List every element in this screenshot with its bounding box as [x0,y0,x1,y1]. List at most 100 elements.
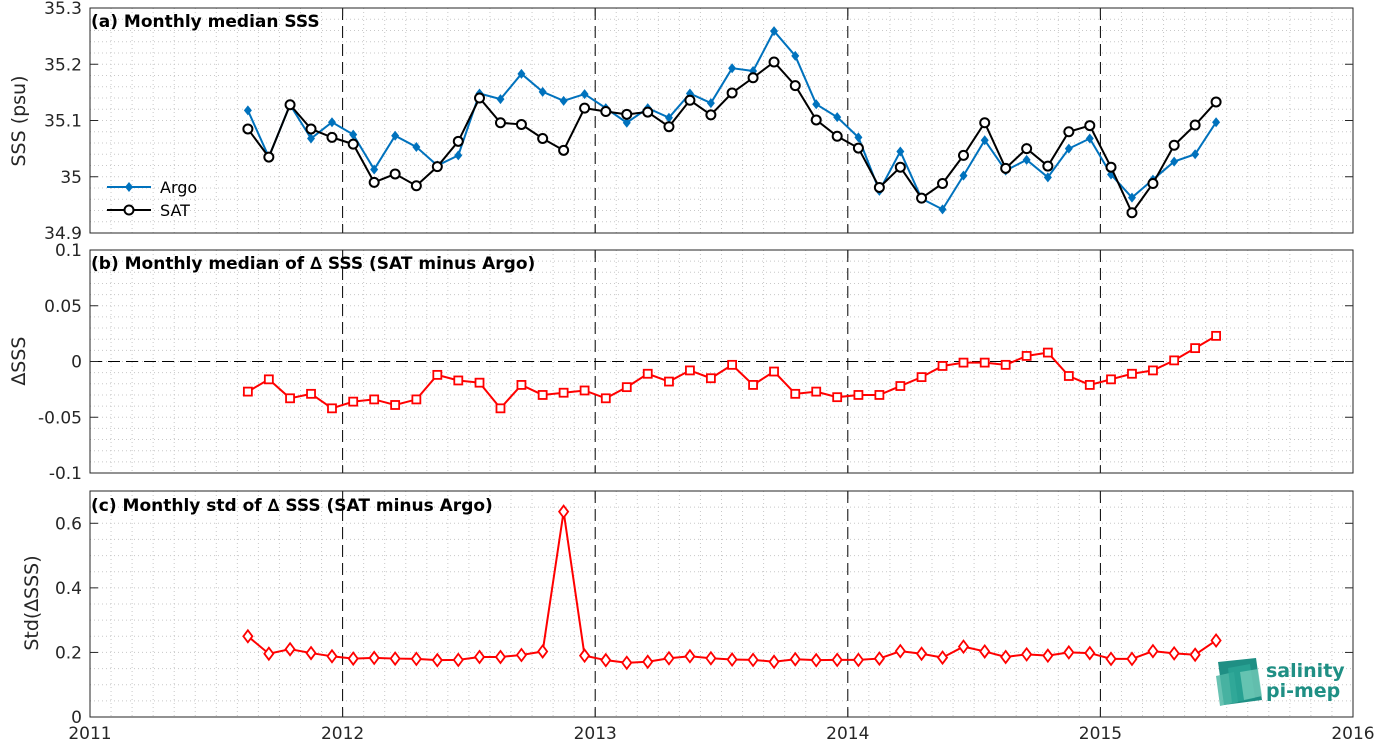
data-point-sat [852,142,864,154]
panel-b-ylabel: ∆SSS [8,337,30,387]
data-point-sat [537,133,549,144]
data-point-sat [326,131,338,143]
data-point-std [305,645,317,661]
data-point-argo [1212,117,1221,128]
data-point-median [516,380,527,390]
data-point-sat [663,121,675,133]
data-point-median [411,394,422,405]
data-point-median [1169,355,1180,366]
data-point-std [263,646,275,662]
panel-b-title: (b) Monthly median of ∆ SSS (SAT minus A… [91,254,535,274]
data-point-median [685,365,695,376]
data-point-sat [1168,139,1180,151]
data-point-argo [1043,172,1052,183]
data-point-median [1042,347,1053,358]
data-point-sat [957,149,969,161]
salinity-pi-mep-logo: salinity pi-mep [1216,658,1345,706]
data-point-median [1021,351,1032,361]
data-point-median [769,366,779,377]
data-point-sat [1000,162,1012,174]
panel-c-ylabel: Std(∆SSS) [21,555,43,650]
data-point-argo [1085,133,1094,144]
data-point-argo [959,170,968,181]
data-point-sat [579,102,591,114]
data-point-std [284,641,296,657]
data-point-std [473,649,486,665]
data-point-sat [1021,143,1033,155]
data-point-std [1042,648,1054,664]
data-point-median [832,392,843,403]
data-point-argo [770,26,779,37]
data-point-median [958,357,969,368]
data-point-median [1000,359,1011,370]
data-point-sat [305,123,317,135]
data-point-argo [412,141,421,152]
data-point-std [600,652,612,668]
data-point-argo [938,204,947,215]
data-point-sat [789,80,801,92]
data-point-std [894,643,906,659]
data-point-argo [1022,154,1031,165]
data-point-sat [1189,119,1201,131]
data-point-median [285,393,295,404]
data-point-sat [1084,120,1096,132]
y-tick-label: 0 [71,353,82,373]
data-point-sat [1105,161,1117,173]
data-point-std [957,639,970,655]
data-point-std [1126,651,1138,667]
panel-a-title: (a) Monthly median SSS [91,12,320,32]
data-point-median [432,369,443,380]
y-tick-label: 0.05 [44,297,82,317]
data-point-median [664,376,674,387]
logo-line-1: salinity [1266,660,1345,682]
data-point-sat [810,114,822,126]
data-point-median [748,380,758,390]
data-point-sat [642,106,654,118]
data-point-argo [812,99,821,110]
data-point-median [327,403,337,414]
data-point-std [431,652,443,668]
data-point-median [895,381,906,391]
data-point-std [684,648,696,664]
data-point-median [705,373,716,384]
data-point-argo [1064,143,1073,154]
legend-sat-marker [123,204,135,216]
data-point-std [410,651,422,667]
data-point-std [1063,644,1075,660]
data-point-argo [391,130,400,141]
data-point-std [347,651,359,667]
data-point-argo [454,150,463,161]
data-point-median [621,382,632,393]
data-point-std [494,649,507,665]
data-point-median [579,385,590,396]
y-tick-label: 35.1 [44,112,82,132]
data-point-median [874,390,885,400]
panel-a-legend: Argo SAT [107,178,197,220]
data-point-std [789,651,801,667]
data-point-std [515,647,528,663]
data-point-sat [1210,96,1222,108]
data-point-median [1148,365,1158,376]
data-point-std [747,652,759,668]
data-point-argo [243,105,252,116]
data-point-median [390,400,401,410]
data-point-sat [474,92,486,104]
data-point-argo [559,95,568,106]
x-tick-label: 2016 [1331,724,1374,744]
data-point-argo [349,129,358,140]
data-point-sat [937,178,949,189]
data-point-argo [664,112,673,123]
data-point-sat [1147,178,1159,189]
panel-c-title: (c) Monthly std of ∆ SSS (SAT minus Argo… [91,496,493,516]
data-point-sat [1042,160,1054,172]
data-point-median [600,393,611,404]
data-point-std [389,651,401,667]
x-tick-label: 2011 [68,724,111,744]
data-point-std [1105,651,1117,667]
data-point-median [1190,343,1201,354]
legend-argo-marker [125,182,133,192]
data-point-argo [980,135,989,146]
data-point-sat [1126,207,1138,219]
data-point-argo [496,94,505,105]
data-point-sat [894,161,906,173]
